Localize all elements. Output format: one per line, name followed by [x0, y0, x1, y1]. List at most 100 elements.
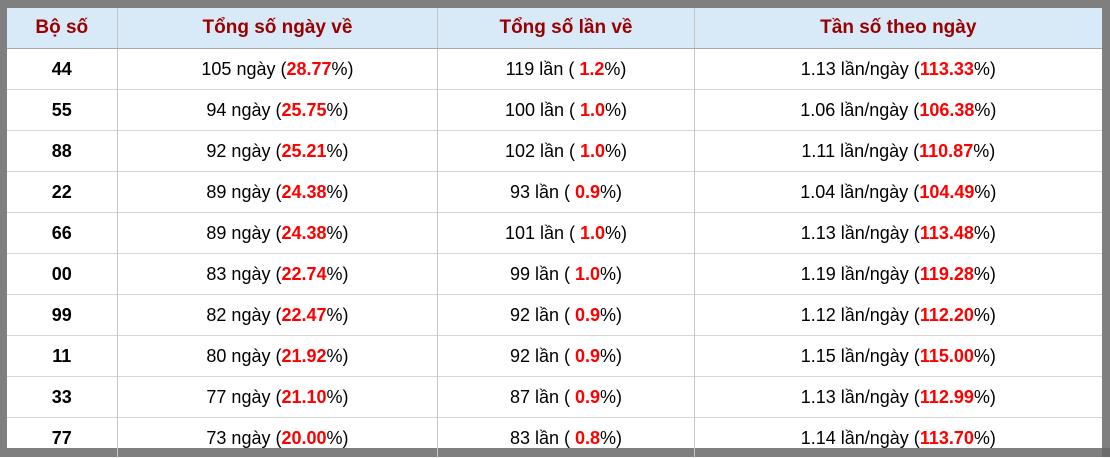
cell-text: %) — [600, 428, 622, 448]
pair-cell: 99 — [7, 295, 117, 336]
days-percent: 21.10 — [281, 387, 326, 407]
cell-text: 77 ngày ( — [206, 387, 281, 407]
cell-text: 101 lần ( — [505, 223, 580, 243]
freq-percent: 106.38 — [919, 100, 974, 120]
cell-text: 1.13 lần/ngày ( — [801, 387, 920, 407]
cell-text: %) — [327, 223, 349, 243]
cell-text: %) — [327, 305, 349, 325]
cell-text: 1.13 lần/ngày ( — [801, 223, 920, 243]
days-percent: 22.74 — [281, 264, 326, 284]
cell-text: 83 ngày ( — [206, 264, 281, 284]
cell-text: %) — [327, 141, 349, 161]
pair-cell: 66 — [7, 213, 117, 254]
cell-text: 92 ngày ( — [206, 141, 281, 161]
times-percent: 1.0 — [580, 223, 605, 243]
pair-cell: 00 — [7, 254, 117, 295]
cell-text: 102 lần ( — [505, 141, 580, 161]
pair-cell: 22 — [7, 172, 117, 213]
cell-text: 1.06 lần/ngày ( — [800, 100, 919, 120]
cell-text: 119 lần ( — [506, 59, 580, 79]
cell-text: %) — [327, 346, 349, 366]
cell-text: 1.14 lần/ngày ( — [801, 428, 920, 448]
pair-value: 77 — [52, 428, 72, 448]
pair-value: 99 — [52, 305, 72, 325]
frequency-cell: 1.12 lần/ngày (112.20%) — [694, 295, 1102, 336]
scrollbar-corner — [1102, 448, 1110, 457]
column-header-total-days: Tổng số ngày về — [117, 8, 438, 49]
frequency-cell: 1.04 lần/ngày (104.49%) — [694, 172, 1102, 213]
frequency-cell: 1.11 lần/ngày (110.87%) — [694, 131, 1102, 172]
cell-text: %) — [974, 264, 996, 284]
times-percent: 1.0 — [580, 141, 605, 161]
column-header-total-times: Tổng số lần về — [438, 8, 694, 49]
freq-percent: 104.49 — [919, 182, 974, 202]
times-percent: 0.9 — [575, 182, 600, 202]
frequency-cell: 1.15 lần/ngày (115.00%) — [694, 336, 1102, 377]
cell-text: %) — [605, 223, 627, 243]
total-days-cell: 89 ngày (24.38%) — [117, 213, 438, 254]
cell-text: 73 ngày ( — [206, 428, 281, 448]
total-times-cell: 99 lần ( 1.0%) — [438, 254, 694, 295]
frequency-cell: 1.13 lần/ngày (112.99%) — [694, 377, 1102, 418]
cell-text: %) — [974, 387, 996, 407]
cell-text: %) — [600, 346, 622, 366]
times-percent: 1.0 — [575, 264, 600, 284]
total-times-cell: 92 lần ( 0.9%) — [438, 336, 694, 377]
times-percent: 0.9 — [575, 305, 600, 325]
freq-percent: 115.00 — [920, 346, 974, 366]
cell-text: 92 lần ( — [510, 305, 575, 325]
total-days-cell: 105 ngày (28.77%) — [117, 49, 438, 90]
times-percent: 0.9 — [575, 387, 600, 407]
cell-text: 83 lần ( — [510, 428, 575, 448]
pair-value: 33 — [52, 387, 72, 407]
cell-text: 1.13 lần/ngày ( — [801, 59, 920, 79]
pair-value: 44 — [52, 59, 72, 79]
total-times-cell: 119 lần ( 1.2%) — [438, 49, 694, 90]
days-percent: 25.75 — [281, 100, 326, 120]
freq-percent: 119.28 — [920, 264, 974, 284]
cell-text: %) — [327, 428, 349, 448]
total-times-cell: 93 lần ( 0.9%) — [438, 172, 694, 213]
total-times-cell: 102 lần ( 1.0%) — [438, 131, 694, 172]
freq-percent: 113.48 — [920, 223, 974, 243]
cell-text: 92 lần ( — [510, 346, 575, 366]
cell-text: %) — [605, 141, 627, 161]
freq-percent: 112.99 — [920, 387, 974, 407]
frequency-cell: 1.06 lần/ngày (106.38%) — [694, 90, 1102, 131]
cell-text: %) — [600, 305, 622, 325]
frequency-cell: 1.13 lần/ngày (113.48%) — [694, 213, 1102, 254]
cell-text: 99 lần ( — [510, 264, 575, 284]
pair-cell: 44 — [7, 49, 117, 90]
cell-text: 89 ngày ( — [206, 182, 281, 202]
cell-text: %) — [604, 59, 626, 79]
pair-cell: 88 — [7, 131, 117, 172]
cell-text: %) — [605, 100, 627, 120]
cell-text: %) — [327, 264, 349, 284]
frequency-cell: 1.19 lần/ngày (119.28%) — [694, 254, 1102, 295]
cell-text: 1.12 lần/ngày ( — [801, 305, 920, 325]
cell-text: %) — [332, 59, 354, 79]
cell-text: %) — [327, 387, 349, 407]
cell-text: 1.19 lần/ngày ( — [801, 264, 920, 284]
times-percent: 1.2 — [579, 59, 604, 79]
total-days-cell: 77 ngày (21.10%) — [117, 377, 438, 418]
pair-cell: 11 — [7, 336, 117, 377]
freq-percent: 113.70 — [920, 428, 974, 448]
cell-text: 1.11 lần/ngày ( — [801, 141, 919, 161]
total-times-cell: 83 lần ( 0.8%) — [438, 418, 694, 458]
freq-percent: 113.33 — [920, 59, 974, 79]
cell-text: %) — [974, 59, 996, 79]
header-row: Bộ số Tổng số ngày về Tổng số lần về Tần… — [7, 8, 1102, 49]
pair-cell: 55 — [7, 90, 117, 131]
cell-text: %) — [327, 182, 349, 202]
total-times-cell: 87 lần ( 0.9%) — [438, 377, 694, 418]
